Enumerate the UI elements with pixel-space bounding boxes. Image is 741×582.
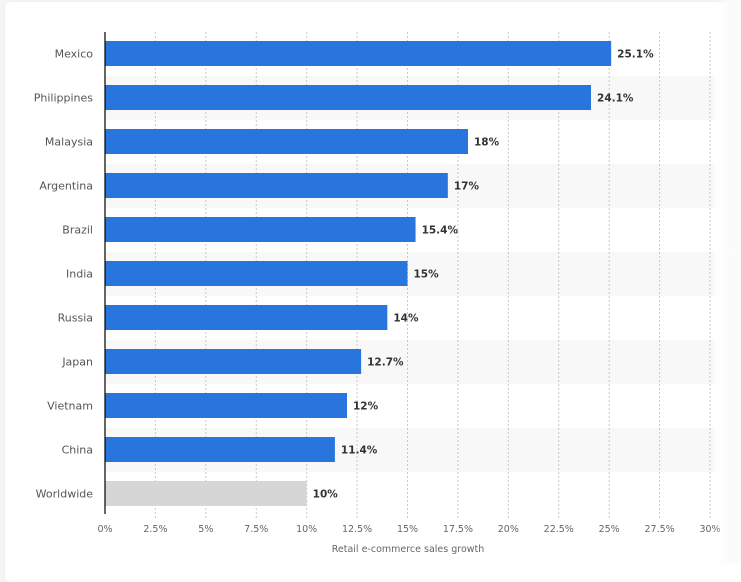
x-axis-label: Retail e-commerce sales growth <box>332 544 485 555</box>
x-tick-label: 10% <box>296 524 317 535</box>
x-tick-label: 7.5% <box>244 524 268 535</box>
x-tick-label: 5% <box>198 524 213 535</box>
category-label: Japan <box>61 356 93 369</box>
category-label: China <box>62 444 93 457</box>
bar-russia[interactable] <box>105 305 388 330</box>
category-label: Mexico <box>55 48 94 61</box>
value-label: 15% <box>414 269 440 281</box>
value-label: 11.4% <box>341 445 378 457</box>
x-tick-label: 27.5% <box>644 524 674 535</box>
x-tick-label: 0% <box>97 524 112 535</box>
value-label: 10% <box>313 489 339 501</box>
value-label: 12.7% <box>367 357 404 369</box>
bar-brazil[interactable] <box>105 217 416 242</box>
x-tick-label: 22.5% <box>544 524 574 535</box>
category-label: Malaysia <box>45 136 93 149</box>
x-tick-label: 25% <box>599 524 620 535</box>
side-panel-edge <box>715 0 741 564</box>
x-tick-label: 12.5% <box>342 524 372 535</box>
category-label: India <box>66 268 93 281</box>
bar-chart: Mexico 25.1% Philippines 24.1% Malaysia 18% Ar… <box>34 32 721 555</box>
bar-mexico[interactable] <box>105 41 612 66</box>
x-tick-label: 2.5% <box>143 524 167 535</box>
bar-china[interactable] <box>105 437 335 462</box>
bar-vietnam[interactable] <box>105 393 347 418</box>
category-label: Russia <box>58 312 93 325</box>
x-tick-label: 30% <box>699 524 720 535</box>
value-label: 17% <box>454 181 480 193</box>
category-label: Vietnam <box>47 400 93 413</box>
value-label: 24.1% <box>597 93 634 105</box>
x-tick-label: 20% <box>498 524 519 535</box>
category-label: Argentina <box>39 180 93 193</box>
bar-japan[interactable] <box>105 349 362 374</box>
category-label: Worldwide <box>36 488 94 501</box>
bar-philippines[interactable] <box>105 85 592 110</box>
category-label: Brazil <box>62 224 93 237</box>
bar-argentina[interactable] <box>105 173 448 198</box>
x-tick-label: 15% <box>397 524 418 535</box>
value-label: 25.1% <box>617 49 654 61</box>
bar-worldwide[interactable] <box>105 481 307 506</box>
category-label: Philippines <box>34 92 94 105</box>
x-tick-label: 17.5% <box>443 524 473 535</box>
value-label: 12% <box>353 401 379 413</box>
value-label: 14% <box>393 313 419 325</box>
value-label: 15.4% <box>422 225 459 237</box>
value-label: 18% <box>474 137 500 149</box>
bar-india[interactable] <box>105 261 408 286</box>
bar-malaysia[interactable] <box>105 129 468 154</box>
